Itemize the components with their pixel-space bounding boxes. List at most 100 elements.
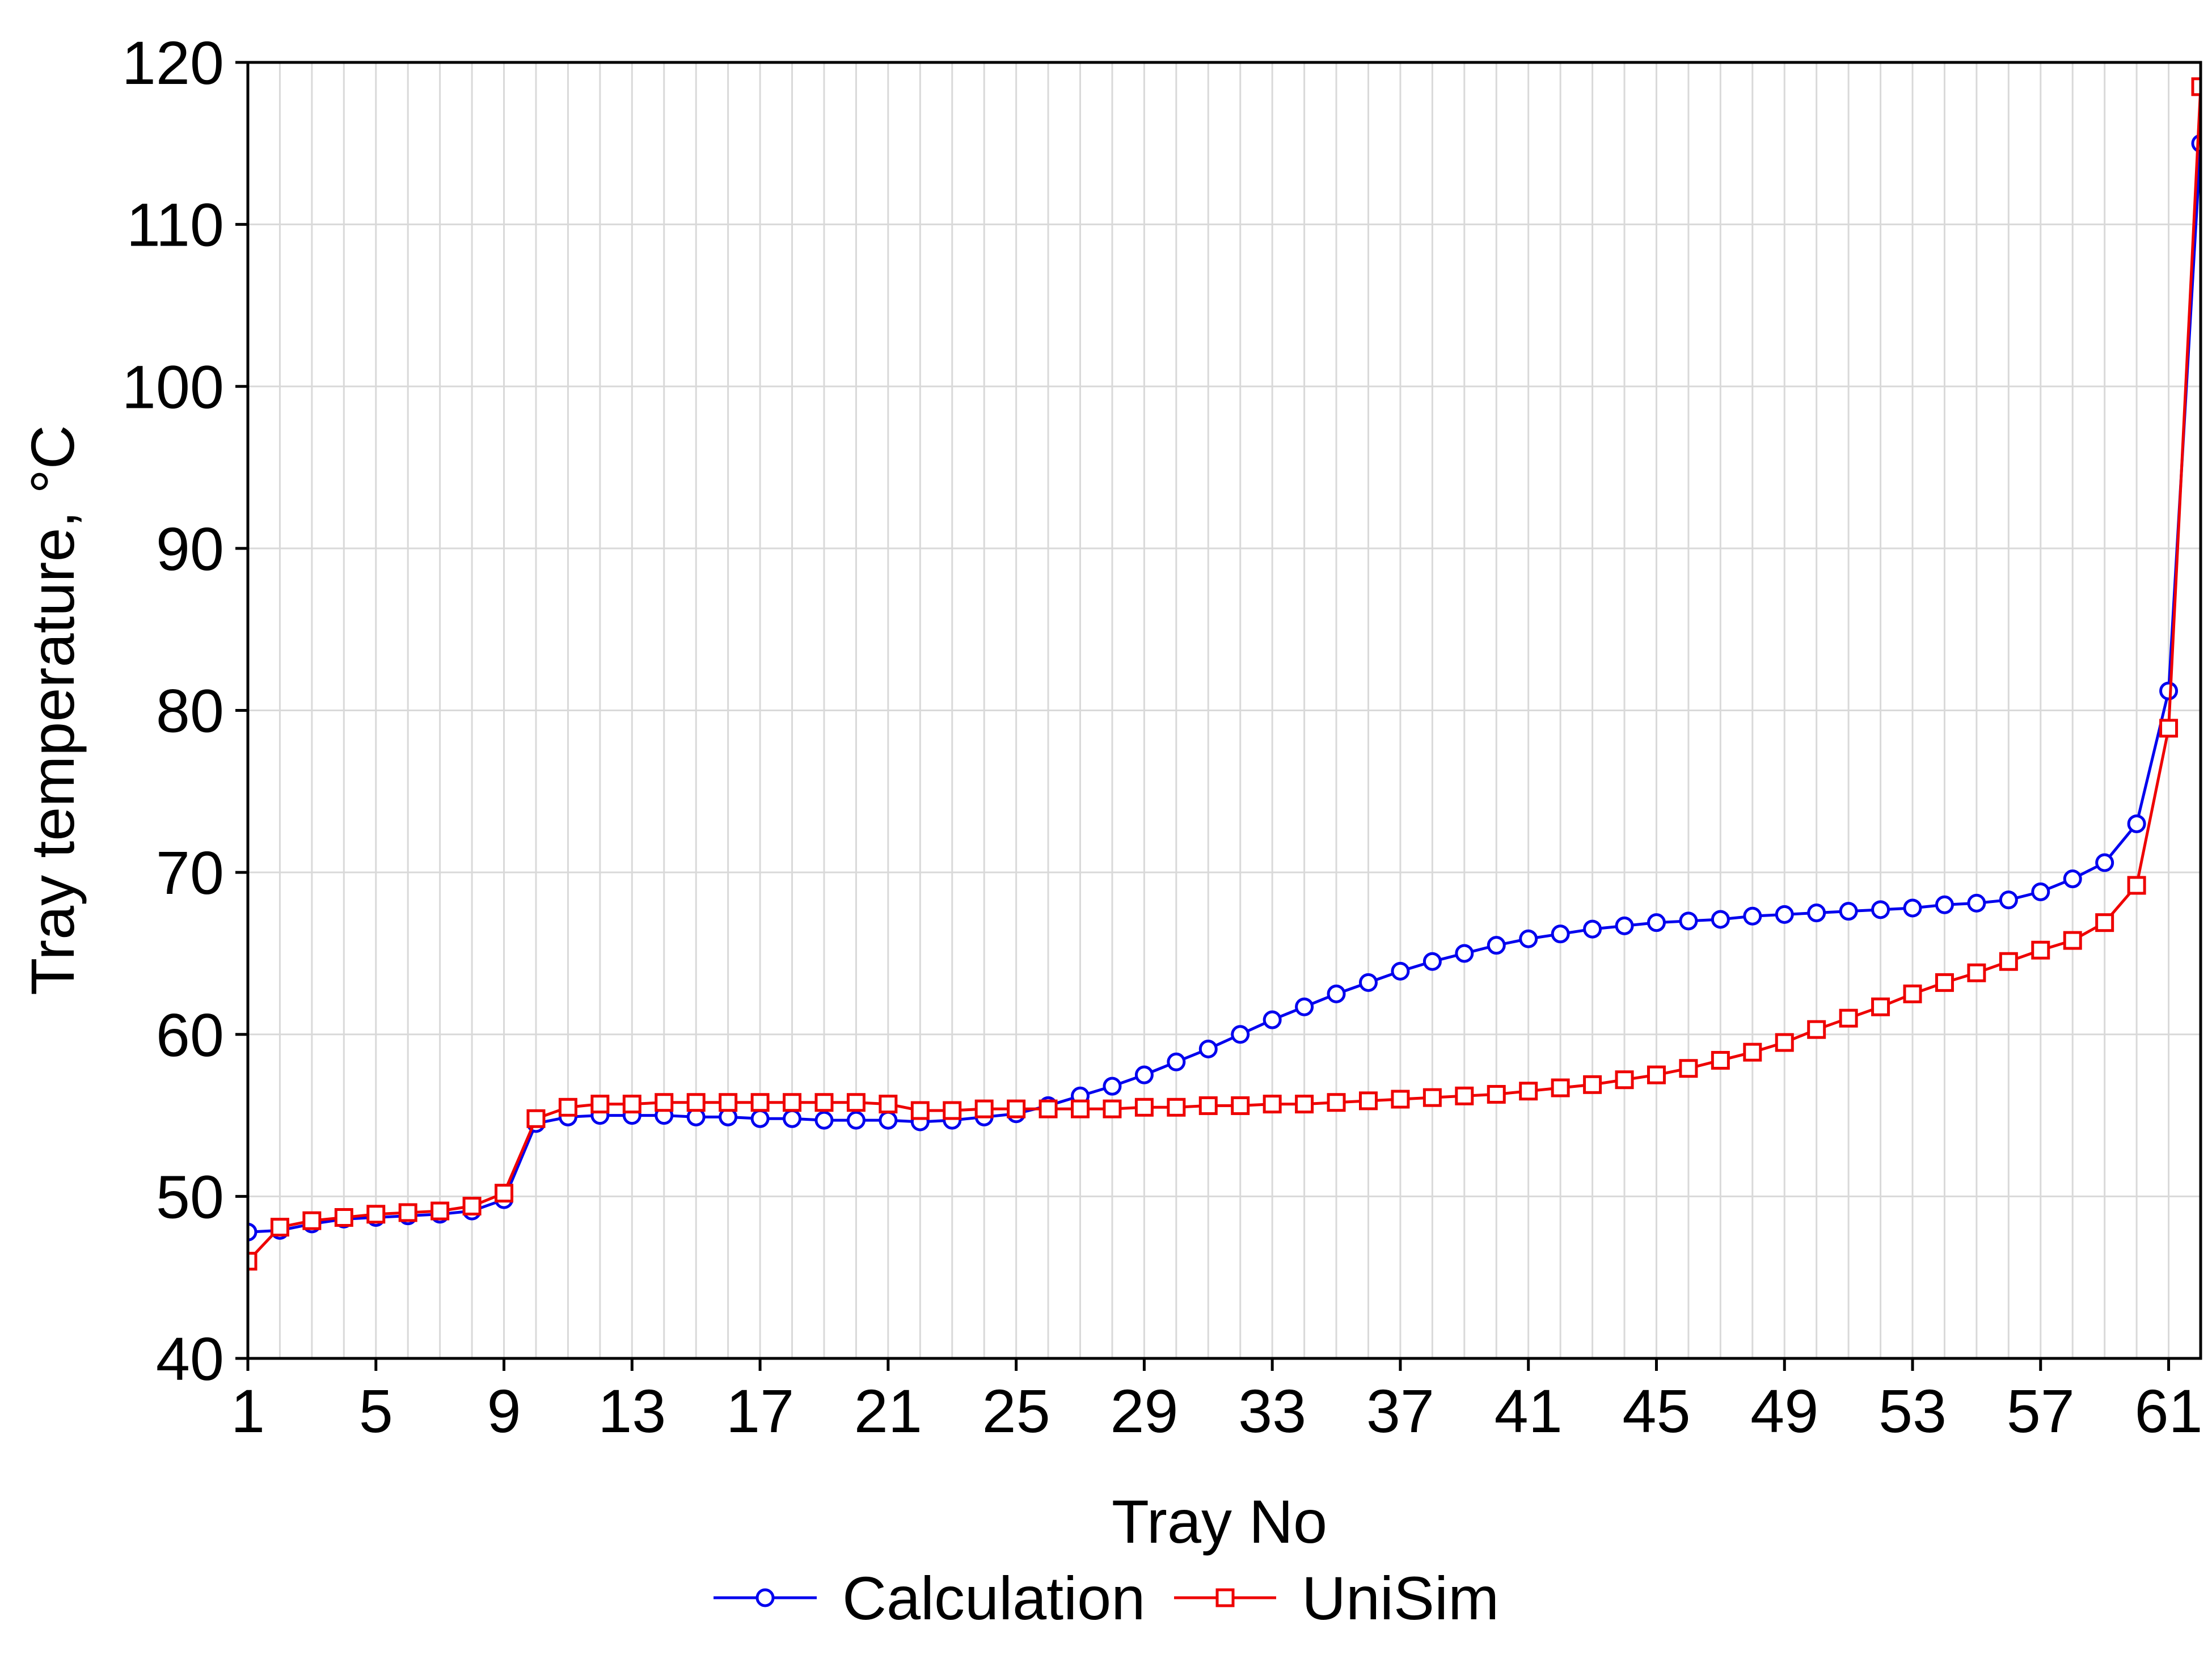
data-point-unisim xyxy=(2063,931,2082,950)
data-point-calculation xyxy=(1583,919,1602,939)
legend-label-unisim: UniSim xyxy=(1302,1564,1499,1632)
y-axis-title: Tray temperature, °C xyxy=(18,425,87,995)
data-point-unisim xyxy=(814,1093,834,1112)
data-point-unisim xyxy=(1358,1091,1378,1111)
y-tick-label: 110 xyxy=(126,191,224,259)
data-point-unisim xyxy=(846,1093,866,1112)
x-tick-label: 33 xyxy=(1238,1377,1306,1445)
legend-item-unisim: UniSim xyxy=(1174,1564,1499,1632)
data-point-unisim xyxy=(1391,1090,1410,1109)
data-point-unisim xyxy=(526,1109,546,1128)
data-point-calculation xyxy=(1134,1065,1154,1084)
data-point-unisim xyxy=(1295,1095,1314,1114)
data-point-unisim xyxy=(910,1101,930,1120)
data-point-calculation xyxy=(1935,895,1954,914)
series-line-calculation xyxy=(248,143,2201,1234)
data-point-unisim xyxy=(1167,1097,1186,1117)
data-point-unisim xyxy=(783,1093,802,1112)
data-point-unisim xyxy=(655,1093,674,1112)
data-point-calculation xyxy=(1422,952,1442,971)
data-point-unisim xyxy=(1615,1070,1634,1090)
data-point-unisim xyxy=(943,1101,962,1120)
data-point-calculation xyxy=(1775,905,1794,924)
data-point-calculation xyxy=(2127,814,2146,833)
data-point-unisim xyxy=(750,1093,770,1112)
data-point-calculation xyxy=(1231,1025,1250,1044)
data-point-unisim xyxy=(462,1197,482,1216)
x-tick-label: 57 xyxy=(2007,1377,2075,1445)
data-point-calculation xyxy=(1391,961,1410,981)
data-point-unisim xyxy=(1327,1093,1346,1112)
data-point-calculation xyxy=(1679,911,1698,931)
data-point-unisim xyxy=(1999,952,2018,971)
data-point-calculation xyxy=(1519,929,1538,948)
grid-lines xyxy=(248,62,2201,1358)
x-tick-label: 45 xyxy=(1622,1377,1690,1445)
x-tick-label: 21 xyxy=(854,1377,922,1445)
x-axis-title: Tray No xyxy=(1112,1487,1327,1556)
data-point-calculation xyxy=(879,1111,898,1130)
y-tick-label: 100 xyxy=(122,352,224,421)
data-point-calculation xyxy=(1455,944,1474,963)
data-point-calculation xyxy=(1487,936,1506,955)
data-point-unisim xyxy=(2031,940,2050,960)
data-point-unisim xyxy=(590,1095,610,1114)
data-point-unisim xyxy=(1007,1099,1026,1118)
data-point-unisim xyxy=(1039,1099,1058,1118)
data-point-unisim xyxy=(1871,997,1890,1016)
data-point-unisim xyxy=(2095,913,2114,932)
data-point-calculation xyxy=(2031,882,2050,901)
data-point-unisim xyxy=(1422,1088,1442,1107)
data-point-unisim xyxy=(1134,1097,1154,1117)
data-point-unisim xyxy=(430,1201,450,1221)
plot-frame xyxy=(246,61,2202,1360)
data-point-unisim xyxy=(1967,963,1986,982)
data-point-unisim xyxy=(974,1099,994,1118)
x-tick-label: 5 xyxy=(359,1377,393,1445)
data-point-unisim xyxy=(2127,876,2146,895)
data-point-unisim xyxy=(334,1208,353,1227)
y-tick-label: 40 xyxy=(156,1324,224,1393)
data-point-unisim xyxy=(1583,1075,1602,1094)
data-point-calculation xyxy=(1167,1052,1186,1071)
data-point-unisim xyxy=(1743,1042,1762,1062)
data-point-calculation xyxy=(1103,1077,1122,1096)
data-point-calculation xyxy=(1743,906,1762,926)
data-point-unisim xyxy=(1839,1008,1858,1028)
y-tick-label: 90 xyxy=(156,514,224,583)
data-point-unisim xyxy=(1807,1020,1826,1039)
x-tick-label: 17 xyxy=(726,1377,794,1445)
data-point-unisim xyxy=(302,1211,322,1230)
data-point-calculation xyxy=(1358,973,1378,992)
data-point-unisim xyxy=(1775,1033,1794,1052)
series-line-unisim xyxy=(248,86,2201,1263)
y-tick-label: 80 xyxy=(156,677,224,745)
data-point-unisim xyxy=(1551,1078,1570,1097)
data-point-unisim xyxy=(1679,1059,1698,1078)
y-tick-label: 50 xyxy=(156,1162,224,1231)
x-tick-label: 49 xyxy=(1750,1377,1818,1445)
data-point-unisim xyxy=(1263,1095,1282,1114)
data-point-calculation xyxy=(1871,900,1890,919)
data-point-calculation xyxy=(1551,925,1570,944)
legend-marker-calculation xyxy=(755,1588,775,1607)
legend-marker-unisim xyxy=(1215,1588,1235,1607)
data-point-unisim xyxy=(1519,1082,1538,1101)
data-point-calculation xyxy=(1999,890,2018,910)
data-point-unisim xyxy=(686,1093,706,1112)
data-point-calculation xyxy=(248,1222,257,1242)
data-point-calculation xyxy=(2095,853,2114,872)
x-tick-label: 37 xyxy=(1366,1377,1434,1445)
legend-label-calculation: Calculation xyxy=(842,1564,1145,1632)
data-point-unisim xyxy=(1071,1099,1090,1118)
data-point-calculation xyxy=(750,1109,770,1128)
data-point-unisim xyxy=(879,1095,898,1114)
data-point-unisim xyxy=(366,1205,386,1224)
data-point-calculation xyxy=(1295,997,1314,1016)
data-point-calculation xyxy=(783,1109,802,1128)
data-point-calculation xyxy=(1711,910,1730,929)
data-point-unisim xyxy=(1935,973,1954,992)
data-point-unisim xyxy=(2191,77,2201,96)
x-tick-label: 61 xyxy=(2134,1377,2202,1445)
